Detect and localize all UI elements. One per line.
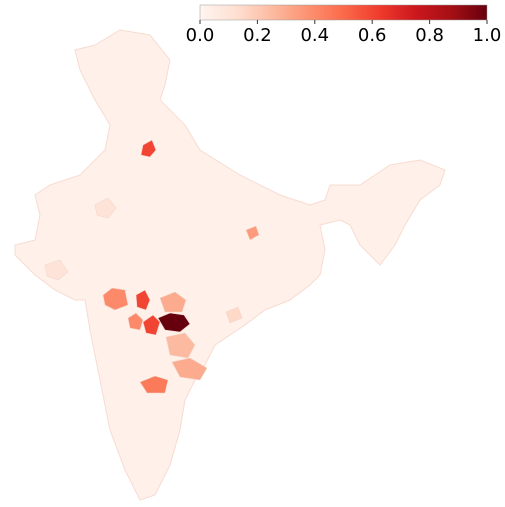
district: [139, 375, 169, 394]
colorbar-tick-label: 0.2: [243, 25, 272, 46]
colorbar-tick-label: 1.0: [473, 25, 502, 46]
district: [171, 357, 208, 381]
districts: [44, 139, 260, 394]
district: [102, 287, 129, 311]
district: [142, 314, 161, 336]
district: [225, 306, 243, 324]
colorbar-tick-label: 0.4: [300, 25, 329, 46]
colorbar-tick-label: 0.0: [186, 25, 215, 46]
district: [157, 312, 191, 333]
district: [127, 312, 144, 331]
district: [135, 289, 151, 311]
colorbar-tick-label: 0.8: [415, 25, 444, 46]
district: [44, 259, 69, 281]
district: [94, 197, 117, 219]
district: [140, 139, 157, 158]
district: [159, 291, 187, 313]
district: [245, 225, 260, 241]
colorbar: [199, 4, 488, 21]
country-outline: [14, 29, 446, 501]
district: [165, 332, 196, 359]
colorbar-tick-label: 0.6: [358, 25, 387, 46]
